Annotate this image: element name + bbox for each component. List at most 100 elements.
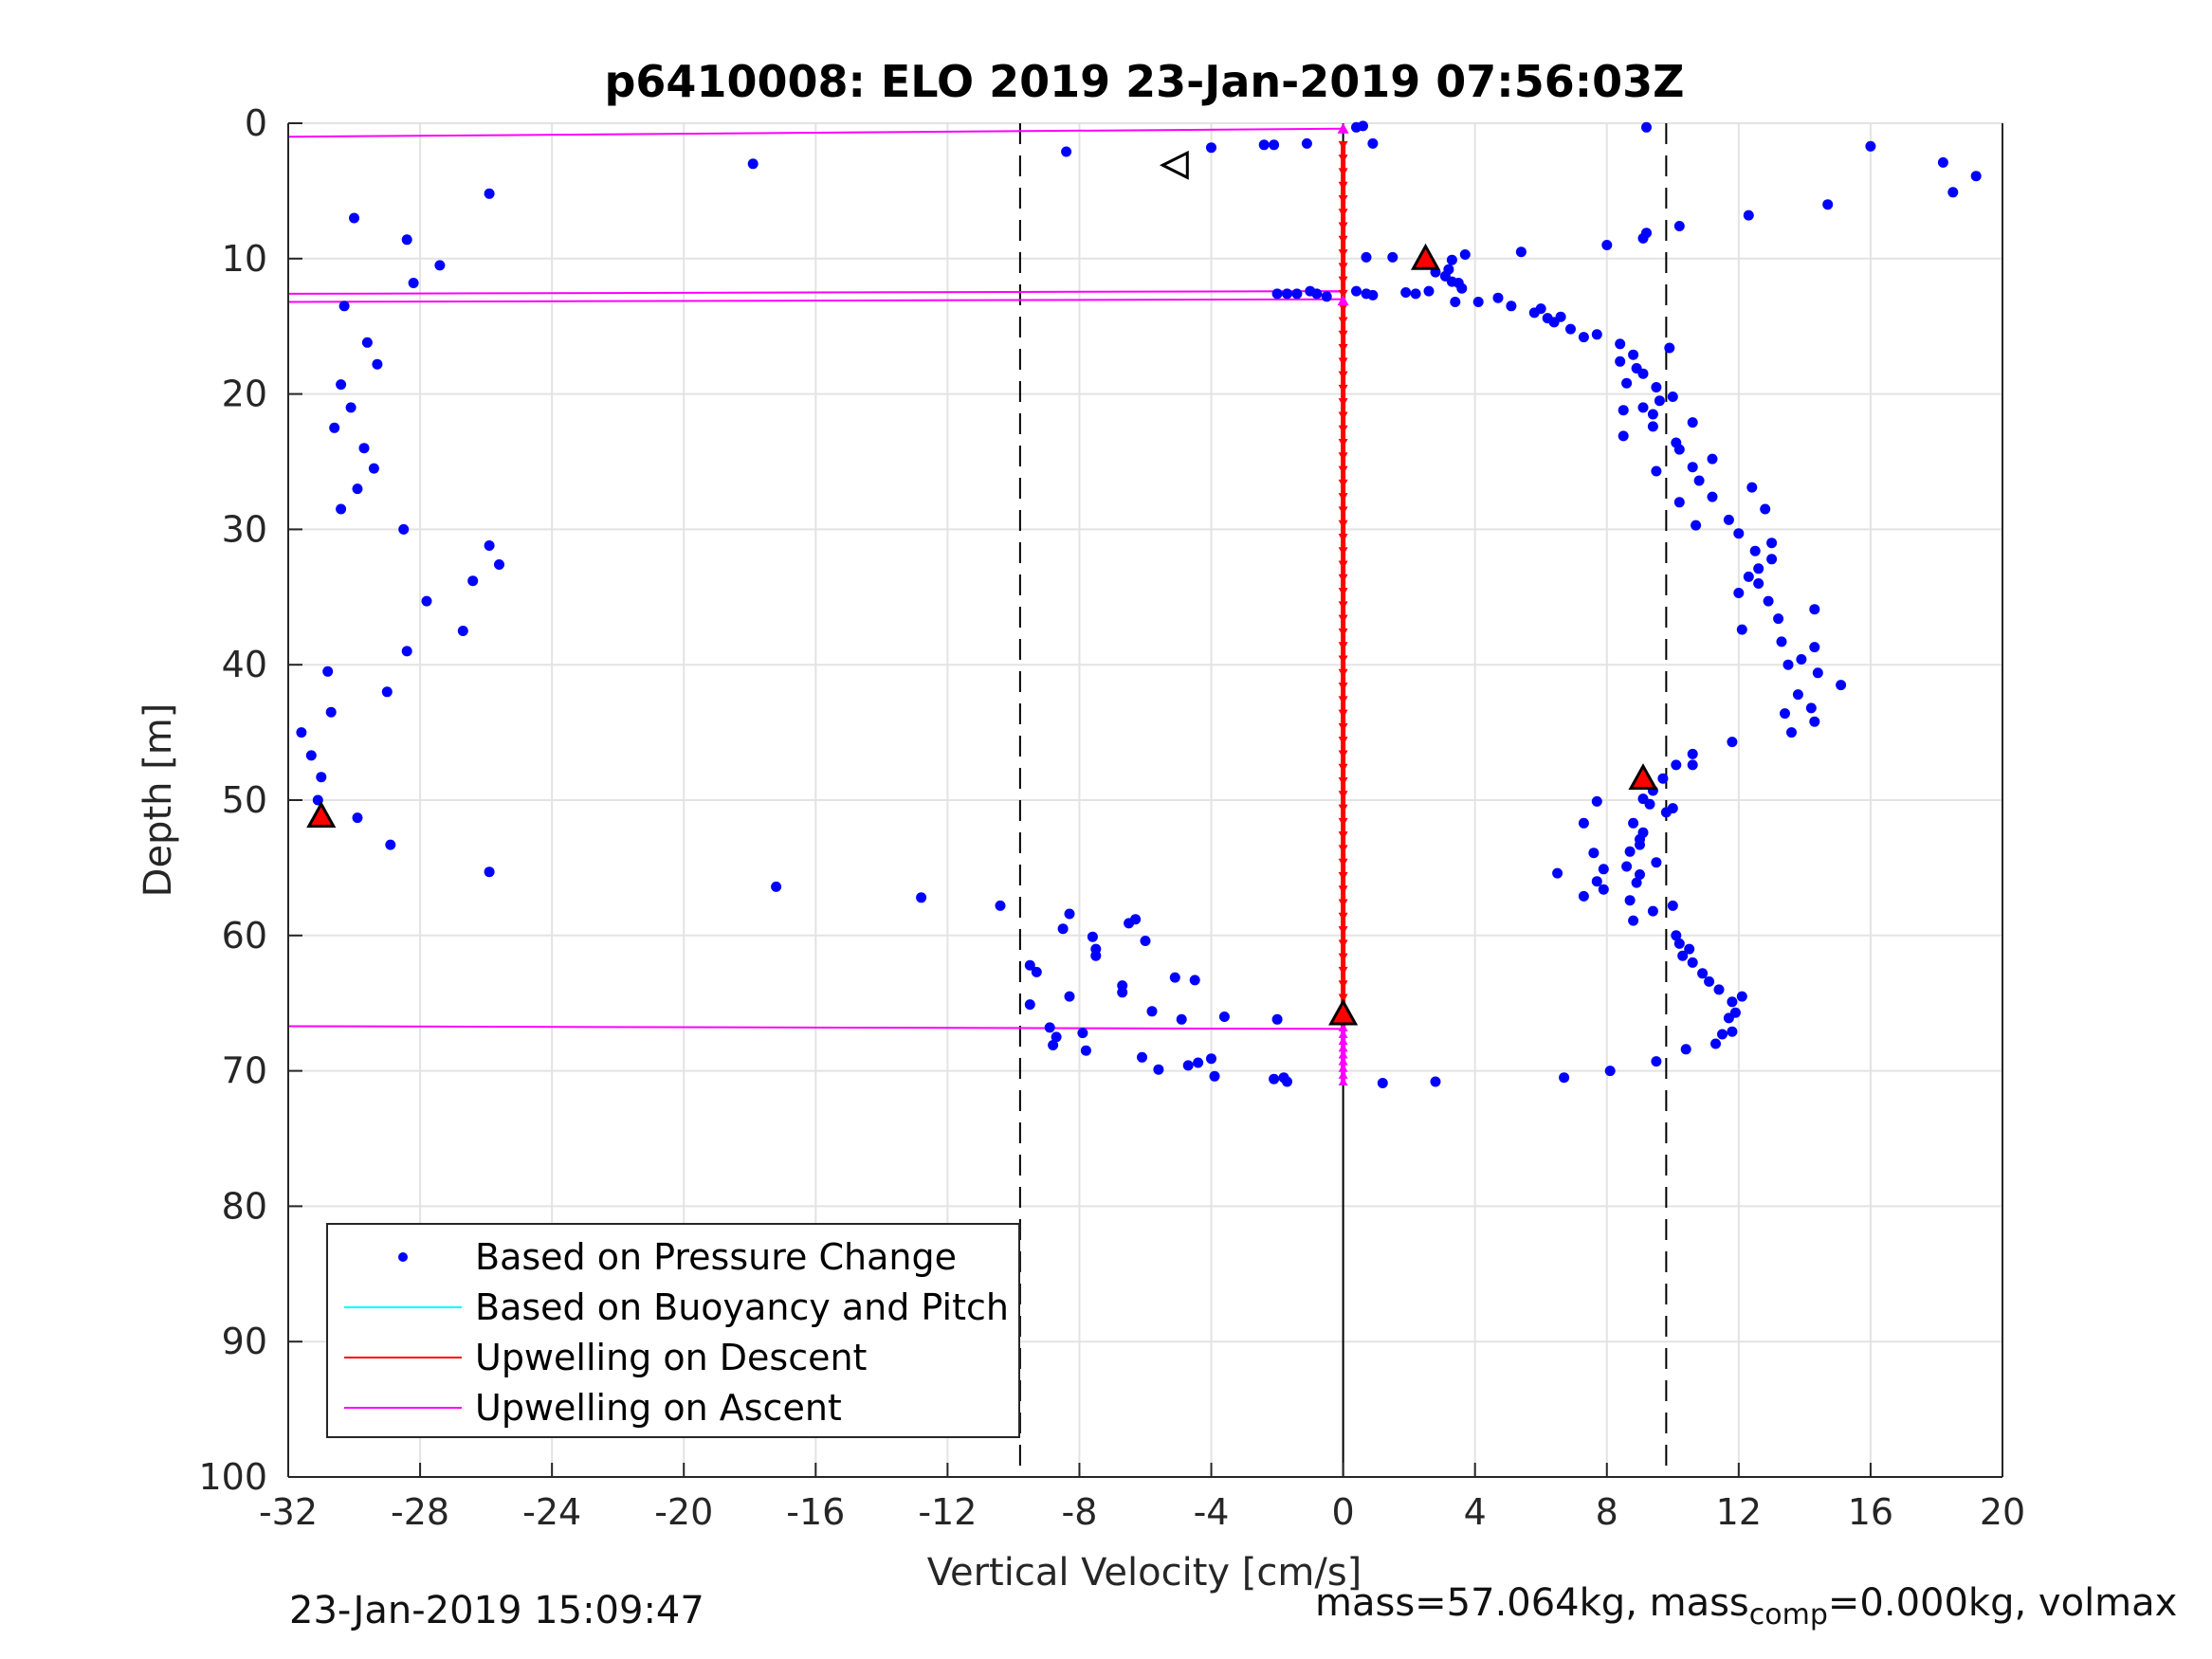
pressure-point	[1667, 803, 1678, 814]
pressure-point	[1704, 975, 1715, 987]
pressure-point	[1809, 642, 1820, 653]
pressure-point	[1591, 329, 1602, 340]
pressure-point	[1193, 1057, 1204, 1068]
pressure-point	[1117, 987, 1128, 998]
pressure-point	[1311, 288, 1323, 300]
upwelling-ascent-marker	[1338, 1036, 1348, 1046]
pressure-point	[1031, 966, 1042, 977]
pressure-point	[1763, 595, 1774, 607]
y-tick-label: 30	[222, 508, 267, 550]
pressure-point	[1651, 1056, 1662, 1067]
upwelling-ascent-marker	[1338, 1022, 1348, 1031]
x-tick-label: -4	[1194, 1491, 1230, 1533]
x-tick-label: -28	[391, 1491, 449, 1533]
upwelling-descent-marker	[1338, 845, 1348, 854]
pressure-point	[401, 234, 412, 246]
triangle-marker	[1628, 763, 1658, 791]
pressure-point	[484, 866, 495, 878]
triangle-marker	[1159, 150, 1189, 180]
pressure-point	[398, 523, 410, 535]
pressure-point	[322, 665, 334, 677]
triangle-marker	[306, 801, 337, 829]
upwelling-descent-marker	[1338, 683, 1348, 692]
upwelling-descent-marker	[1338, 655, 1348, 665]
pressure-point	[1565, 323, 1576, 335]
pressure-point	[1591, 876, 1602, 887]
upwelling-descent-marker	[1338, 209, 1348, 218]
upwelling-descent-marker	[1338, 303, 1348, 313]
pressure-point	[1773, 613, 1784, 625]
upwelling-descent-marker	[1338, 276, 1348, 285]
legend-label: Upwelling on Descent	[475, 1337, 867, 1378]
pressure-point	[1087, 931, 1098, 942]
pressure-point	[1555, 311, 1566, 322]
upwelling-ascent-marker	[1337, 122, 1349, 134]
pressure-point	[916, 892, 927, 903]
pressure-point	[1459, 249, 1471, 260]
pressure-point	[1647, 905, 1658, 917]
upwelling-ascent-marker	[1338, 1063, 1348, 1072]
pressure-point	[1624, 895, 1636, 906]
pressure-point	[1153, 1064, 1164, 1075]
x-tick-label: 8	[1596, 1491, 1618, 1533]
pressure-point	[1443, 264, 1454, 275]
pressure-point	[1535, 303, 1546, 315]
pressure-point	[1673, 938, 1685, 949]
upwelling-descent-marker	[1338, 588, 1348, 597]
upwelling-descent-marker	[1338, 668, 1348, 678]
pressure-point	[1657, 773, 1669, 784]
upwelling-descent-marker	[1338, 155, 1348, 164]
upwelling-descent-marker	[1338, 384, 1348, 393]
x-tick-label: -16	[786, 1491, 845, 1533]
pressure-point	[1687, 759, 1698, 771]
pressure-point	[494, 559, 504, 570]
pressure-point	[1615, 356, 1626, 367]
pressure-point	[1687, 462, 1698, 473]
pressure-point	[1671, 759, 1682, 771]
pressure-point	[1591, 795, 1602, 807]
pressure-point	[1400, 287, 1412, 298]
pressure-point	[1628, 817, 1639, 829]
upwelling-descent-marker	[1338, 533, 1348, 542]
pressure-point	[1628, 349, 1639, 360]
pressure-point	[1766, 538, 1778, 549]
y-tick-label: 50	[222, 779, 267, 821]
pressure-point	[434, 260, 446, 271]
upwelling-descent-marker	[1338, 452, 1348, 462]
upwelling-descent-marker	[1338, 953, 1348, 962]
pressure-point	[1024, 959, 1035, 971]
pressure-point	[1680, 1044, 1691, 1055]
pressure-point	[1282, 288, 1292, 300]
upwelling-ascent-marker	[1338, 1056, 1348, 1066]
upwelling-descent-marker	[1338, 547, 1348, 556]
pressure-point	[1137, 1051, 1147, 1063]
upwelling-descent-marker	[1338, 330, 1348, 339]
pressure-point	[1218, 1012, 1230, 1022]
pressure-point	[305, 750, 317, 761]
upwelling-descent-marker	[1338, 520, 1348, 529]
pressure-point	[1727, 1026, 1738, 1037]
pressure-point	[1604, 1066, 1616, 1077]
pressure-point	[1140, 936, 1151, 946]
upwelling-descent-marker	[1338, 750, 1348, 759]
legend: Based on Pressure Change Based on Buoyanc…	[326, 1223, 1020, 1438]
pressure-point	[1687, 957, 1698, 968]
pressure-point	[1321, 291, 1332, 302]
upwelling-descent-marker	[1338, 871, 1348, 881]
pressure-point	[1684, 943, 1695, 955]
upwelling-descent-marker	[1338, 696, 1348, 705]
y-tick-label: 70	[222, 1050, 267, 1092]
pressure-point	[1367, 137, 1379, 149]
upwelling-descent-marker	[1338, 235, 1348, 245]
pressure-point	[1423, 285, 1435, 297]
pressure-point	[1269, 1073, 1280, 1085]
pressure-point	[1743, 571, 1754, 582]
pressure-point	[1782, 659, 1794, 670]
x-tick-label: -20	[654, 1491, 713, 1533]
pressure-point	[1130, 914, 1142, 925]
pressure-point	[1753, 578, 1764, 589]
upwelling-descent-marker	[1338, 506, 1348, 516]
pressure-point	[1506, 301, 1517, 312]
pressure-point	[1805, 702, 1817, 714]
upwelling-ascent-line	[287, 290, 1344, 295]
